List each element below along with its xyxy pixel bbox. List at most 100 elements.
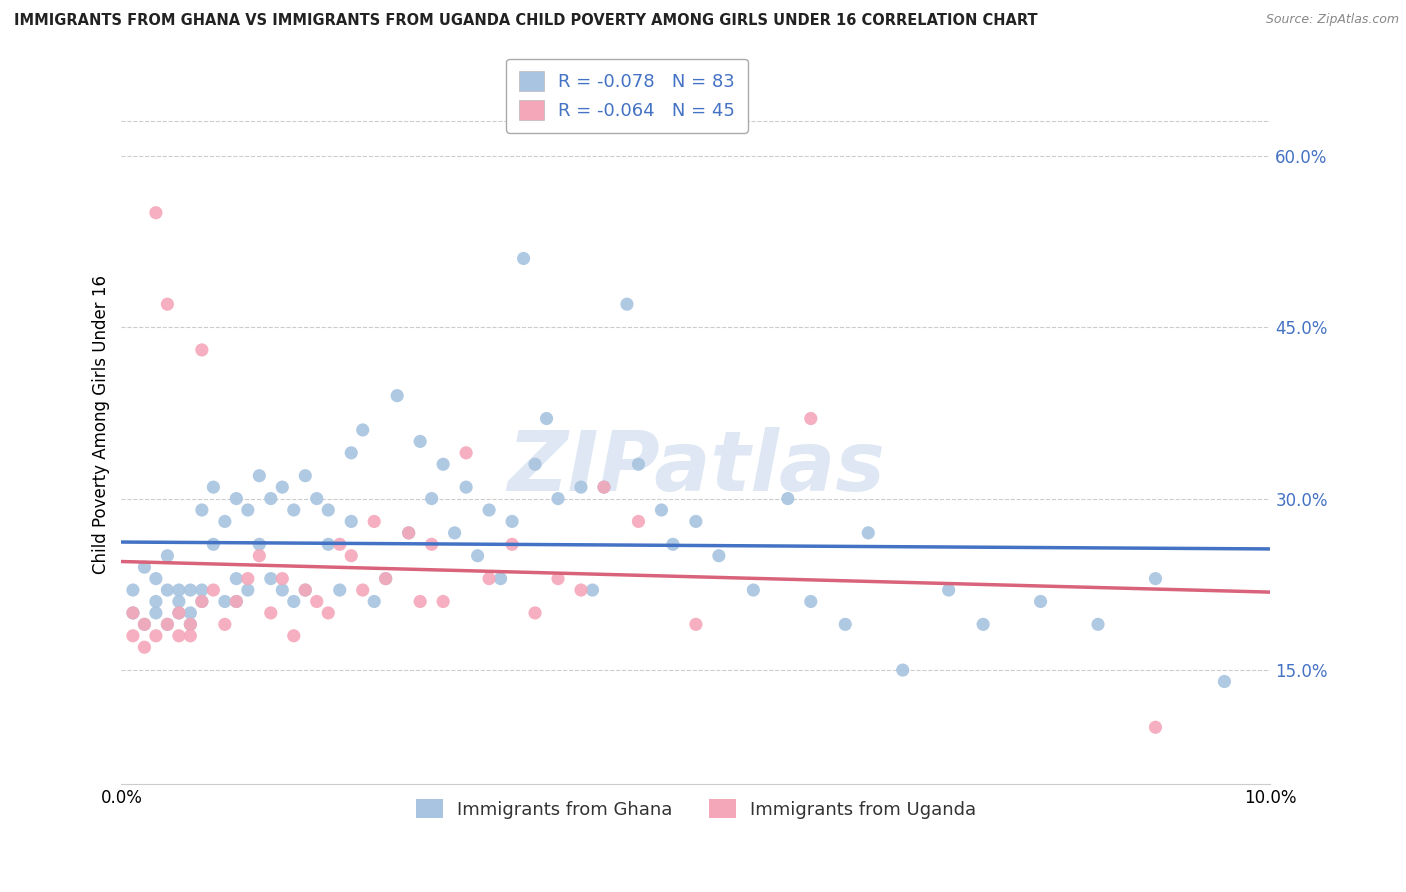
Point	[191, 503, 214, 517]
Point	[524, 457, 547, 471]
Point	[409, 594, 432, 608]
Point	[340, 549, 363, 563]
Point	[489, 572, 512, 586]
Point	[214, 515, 236, 529]
Point	[283, 629, 305, 643]
Point	[800, 411, 823, 425]
Point	[501, 515, 523, 529]
Point	[202, 480, 225, 494]
Point	[398, 525, 420, 540]
Point	[225, 594, 247, 608]
Point	[179, 582, 201, 597]
Point	[409, 434, 432, 449]
Point	[776, 491, 799, 506]
Point	[156, 582, 179, 597]
Point	[294, 582, 316, 597]
Point	[800, 594, 823, 608]
Point	[891, 663, 914, 677]
Point	[156, 549, 179, 563]
Point	[707, 549, 730, 563]
Point	[478, 503, 501, 517]
Point	[167, 606, 190, 620]
Point	[145, 629, 167, 643]
Point	[191, 582, 214, 597]
Point	[236, 503, 259, 517]
Point	[398, 525, 420, 540]
Point	[1144, 572, 1167, 586]
Point	[179, 629, 201, 643]
Point	[271, 582, 294, 597]
Point	[1087, 617, 1109, 632]
Point	[271, 572, 294, 586]
Point	[742, 582, 765, 597]
Point	[316, 606, 339, 620]
Point	[352, 423, 374, 437]
Point	[650, 503, 672, 517]
Point	[569, 582, 592, 597]
Point	[340, 446, 363, 460]
Point	[236, 582, 259, 597]
Point	[374, 572, 396, 586]
Point	[329, 582, 352, 597]
Point	[214, 617, 236, 632]
Point	[569, 480, 592, 494]
Point	[420, 537, 443, 551]
Point	[432, 594, 454, 608]
Point	[145, 572, 167, 586]
Point	[363, 594, 385, 608]
Point	[225, 572, 247, 586]
Point	[432, 457, 454, 471]
Point	[593, 480, 616, 494]
Point	[616, 297, 638, 311]
Point	[547, 572, 569, 586]
Point	[134, 560, 156, 574]
Point	[685, 515, 707, 529]
Point	[352, 582, 374, 597]
Point	[167, 606, 190, 620]
Point	[134, 617, 156, 632]
Point	[385, 389, 408, 403]
Point	[456, 480, 478, 494]
Point	[167, 594, 190, 608]
Y-axis label: Child Poverty Among Girls Under 16: Child Poverty Among Girls Under 16	[93, 275, 110, 574]
Point	[316, 537, 339, 551]
Point	[294, 582, 316, 597]
Point	[179, 606, 201, 620]
Point	[260, 606, 283, 620]
Point	[662, 537, 685, 551]
Point	[536, 411, 558, 425]
Point	[191, 594, 214, 608]
Point	[191, 594, 214, 608]
Point	[938, 582, 960, 597]
Point	[156, 617, 179, 632]
Point	[478, 572, 501, 586]
Point	[443, 525, 465, 540]
Point	[294, 468, 316, 483]
Point	[145, 606, 167, 620]
Point	[581, 582, 603, 597]
Point	[167, 582, 190, 597]
Point	[122, 582, 145, 597]
Point	[122, 606, 145, 620]
Point	[363, 515, 385, 529]
Point	[134, 617, 156, 632]
Point	[134, 640, 156, 655]
Point	[627, 457, 650, 471]
Point	[145, 205, 167, 219]
Point	[501, 537, 523, 551]
Point	[179, 617, 201, 632]
Point	[1029, 594, 1052, 608]
Point	[236, 572, 259, 586]
Point	[834, 617, 856, 632]
Point	[627, 515, 650, 529]
Point	[305, 594, 328, 608]
Point	[167, 629, 190, 643]
Point	[247, 468, 270, 483]
Point	[547, 491, 569, 506]
Point	[247, 549, 270, 563]
Point	[156, 297, 179, 311]
Point	[456, 446, 478, 460]
Point	[191, 343, 214, 357]
Point	[145, 594, 167, 608]
Point	[305, 491, 328, 506]
